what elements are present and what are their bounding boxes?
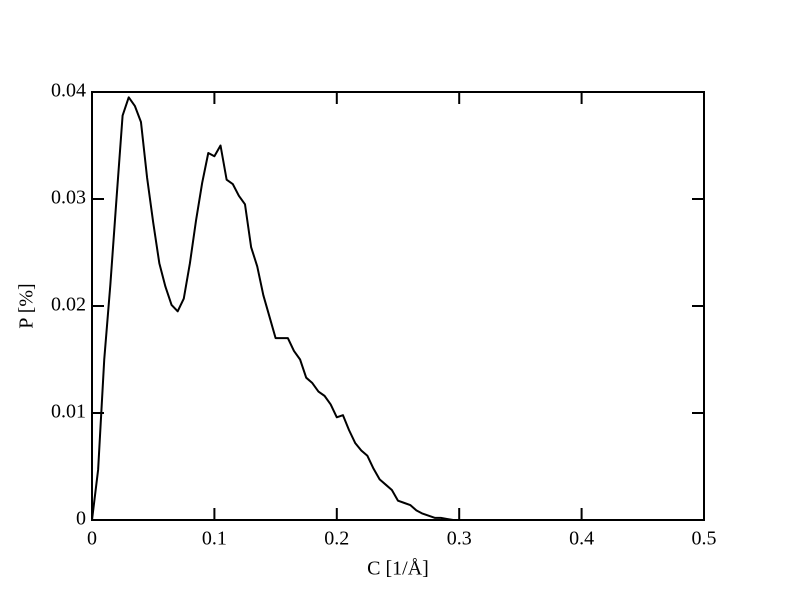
y-axis-label: P [%] — [16, 283, 38, 328]
x-tick-label: 0.3 — [447, 528, 472, 550]
y-tick-label: 0.02 — [51, 294, 86, 316]
x-axis-label: C [1/Å] — [367, 558, 429, 580]
y-tick-label: 0 — [76, 508, 86, 530]
x-tick-label: 0.4 — [569, 528, 594, 550]
x-tick-label: 0.5 — [692, 528, 717, 550]
x-tick-label: 0 — [87, 528, 97, 550]
x-tick-label: 0.2 — [324, 528, 349, 550]
data-line — [91, 96, 704, 521]
plot-frame — [91, 91, 705, 521]
y-tick-label: 0.03 — [51, 187, 86, 209]
x-tick-label: 0.1 — [202, 528, 227, 550]
y-tick-label: 0.01 — [51, 401, 86, 423]
y-tick-label: 0.04 — [51, 80, 86, 102]
